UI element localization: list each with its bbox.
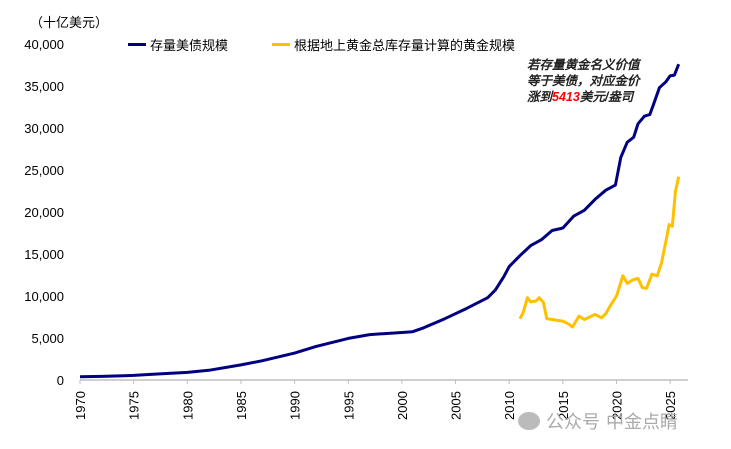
y-tick-label: 40,000 (24, 37, 64, 52)
legend-item-gold: 根据地上黄金总库存量计算的黄金规模 (272, 35, 515, 54)
x-tick-label: 1975 (127, 391, 142, 420)
x-tick-label: 2020 (610, 391, 625, 420)
legend-swatch (128, 43, 146, 46)
x-tick-label: 2025 (663, 391, 678, 420)
annotation-line: 若存量黄金名义价值 (527, 58, 640, 72)
annotation-text: 涨到 (527, 90, 553, 104)
annotation-line: 等于美债，对应金价 (527, 74, 640, 88)
x-tick-label: 2000 (395, 391, 410, 420)
y-tick-label: 30,000 (24, 121, 64, 136)
legend-item-treasury: 存量美债规模 (128, 35, 228, 54)
y-axis-unit: （十亿美元） (30, 15, 109, 30)
x-tick-label: 2005 (449, 391, 464, 420)
x-tick-label: 1995 (341, 391, 356, 420)
wechat-icon (518, 412, 540, 430)
x-tick-label: 1970 (73, 391, 88, 420)
watermark: 公众号 中金点睛 (518, 408, 678, 434)
watermark-text: 公众号 (546, 412, 600, 432)
legend-swatch (272, 43, 290, 46)
y-tick-label: 0 (57, 373, 64, 388)
annotation-text: 美元/盎司 (579, 90, 634, 104)
y-tick-label: 10,000 (24, 289, 64, 304)
y-tick-label: 35,000 (24, 79, 64, 94)
y-tick-label: 25,000 (24, 163, 64, 178)
legend-label: 根据地上黄金总库存量计算的黄金规模 (294, 38, 516, 53)
y-tick-label: 20,000 (24, 205, 64, 220)
y-tick-label: 15,000 (24, 247, 64, 262)
x-tick-label: 2010 (502, 391, 517, 420)
x-tick-label: 2015 (556, 391, 571, 420)
legend-label: 存量美债规模 (150, 38, 229, 53)
annotation-value: 5413 (552, 90, 580, 104)
series-line-0 (79, 63, 681, 379)
x-tick-label: 1980 (180, 391, 195, 420)
watermark-text: 中金点睛 (606, 412, 678, 432)
annotation: 若存量黄金名义价值 等于美债，对应金价 涨到5413美元/盎司 (527, 57, 640, 105)
y-tick-label: 5,000 (31, 331, 64, 346)
x-tick-label: 1990 (288, 391, 303, 420)
x-tick-label: 1985 (234, 391, 249, 420)
series-line-1 (518, 176, 681, 329)
annotation-line: 涨到5413美元/盎司 (527, 89, 640, 105)
